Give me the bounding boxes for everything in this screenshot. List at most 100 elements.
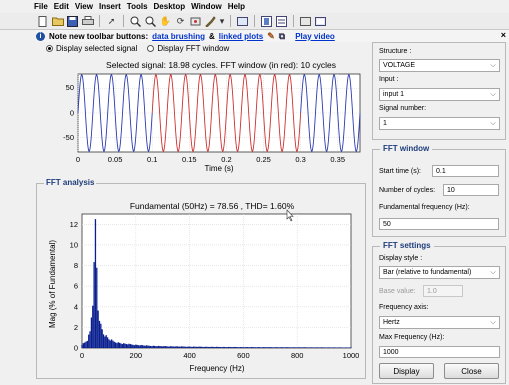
- signal-xtick: 0.25: [256, 155, 271, 164]
- structure-dropdown[interactable]: VOLTAGE ⌵: [379, 59, 500, 72]
- display-style-dropdown[interactable]: Bar (relative to fundamental) ⌵: [379, 266, 500, 279]
- fft-ytick: 0: [74, 344, 78, 353]
- signal-display-radios: Display selected signal Display FFT wind…: [46, 44, 229, 53]
- pointer-icon[interactable]: ➚: [107, 15, 116, 26]
- fft-ytick: 6: [74, 282, 78, 291]
- start-time-input[interactable]: 0.1: [432, 165, 499, 177]
- chevron-down-icon: ⌵: [490, 61, 496, 69]
- signal-xtick: 0.35: [330, 155, 345, 164]
- save-icon[interactable]: [66, 15, 79, 28]
- fft-settings-title: FFT settings: [380, 241, 434, 250]
- fft-ytick: 8: [74, 261, 78, 270]
- display-button[interactable]: Display: [379, 363, 434, 379]
- fft-settings-group: [372, 246, 506, 384]
- fft-xlabel: Frequency (Hz): [189, 364, 244, 373]
- signal-number-value: 1: [383, 120, 387, 127]
- fft-xticks: 0 200 400 600 800 1000: [80, 351, 359, 360]
- max-frequency-value: 1000: [383, 348, 399, 356]
- input-dropdown[interactable]: input 1 ⌵: [379, 88, 500, 101]
- signal-number-dropdown[interactable]: 1 ⌵: [379, 117, 500, 130]
- note-prefix: Note new toolbar buttons:: [49, 31, 149, 41]
- mouse-cursor-icon: [286, 209, 294, 222]
- cycles-input[interactable]: 10: [443, 184, 499, 196]
- legend-icon[interactable]: [275, 15, 288, 28]
- signal-waveform: [77, 73, 361, 153]
- chevron-down-icon: ⌵: [490, 90, 496, 98]
- display-style-label: Display style :: [379, 255, 423, 262]
- frequency-axis-dropdown[interactable]: Hertz ⌵: [379, 316, 500, 329]
- input-label: Input :: [379, 76, 399, 83]
- fft-ytick: 10: [70, 240, 78, 249]
- close-note-icon[interactable]: ×: [500, 30, 506, 40]
- signal-xtick: 0.3: [295, 155, 305, 164]
- note-ampersand: &: [209, 31, 215, 41]
- brush-icon[interactable]: [204, 15, 217, 28]
- link-icon[interactable]: [236, 15, 249, 28]
- signal-series-line: [300, 73, 361, 153]
- menu-bar: File Edit View Insert Tools Desktop Wind…: [0, 0, 509, 13]
- menu-help[interactable]: Help: [227, 2, 246, 11]
- fft-xtick: 200: [130, 351, 143, 360]
- fft-ytick: 2: [74, 323, 78, 332]
- radio-label: Display selected signal: [56, 44, 138, 53]
- signal-plot[interactable]: Selected signal: 18.98 cycles. FFT windo…: [36, 56, 366, 174]
- toolbar-separator: [123, 15, 124, 27]
- info-icon: i: [36, 31, 45, 41]
- toolbar-separator: [293, 15, 294, 27]
- signal-xlabel: Time (s): [204, 164, 233, 173]
- signal-series-line: [151, 73, 302, 153]
- fft-xtick: 0: [80, 351, 84, 360]
- menu-desktop[interactable]: Desktop: [153, 2, 186, 11]
- pan-icon[interactable]: ✋: [159, 15, 172, 26]
- fundamental-frequency-label: Fundamental frequency (Hz):: [379, 204, 470, 211]
- signal-ytick: -50: [63, 133, 74, 142]
- cycles-label: Number of cycles:: [379, 187, 436, 194]
- menu-window[interactable]: Window: [191, 2, 222, 11]
- menu-file[interactable]: File: [34, 2, 48, 11]
- datacursor-icon[interactable]: [189, 15, 202, 28]
- max-frequency-label: Max Frequency (Hz):: [379, 334, 445, 341]
- fft-plot[interactable]: Fundamental (50Hz) = 78.56 , THD= 1.60% …: [37, 190, 365, 376]
- linked-plots-link[interactable]: linked plots: [218, 31, 264, 41]
- frequency-axis-label: Frequency axis:: [379, 304, 429, 311]
- structure-label: Structure :: [379, 48, 412, 55]
- fft-analysis-group: [36, 183, 366, 379]
- new-file-icon[interactable]: [36, 15, 49, 28]
- rotate-icon[interactable]: ⟳: [176, 15, 185, 26]
- toolbar-separator: [254, 15, 255, 27]
- display-fft-window-radio[interactable]: Display FFT window: [147, 44, 229, 53]
- play-video-link[interactable]: Play video: [295, 31, 335, 41]
- right-panel: Structure : VOLTAGE ⌵ Input : input 1 ⌵ Si…: [372, 42, 509, 385]
- base-value-value: 1.0: [427, 287, 437, 295]
- cycles-value: 10: [447, 186, 455, 194]
- colorbar-icon[interactable]: [260, 15, 273, 28]
- display-selected-signal-radio[interactable]: Display selected signal: [46, 44, 137, 53]
- hide-plot-icon[interactable]: [299, 15, 312, 28]
- zoom-in-icon[interactable]: [129, 15, 142, 28]
- signal-ytick: 0: [70, 109, 74, 118]
- fft-analysis-title: FFT analysis: [44, 178, 97, 187]
- open-file-icon[interactable]: [51, 15, 64, 28]
- toolbar-separator: [99, 15, 100, 27]
- chevron-down-icon: ⌵: [490, 268, 496, 276]
- zoom-out-icon[interactable]: [144, 15, 157, 28]
- close-button[interactable]: Close: [444, 363, 499, 379]
- menu-edit[interactable]: Edit: [53, 2, 69, 11]
- fft-xtick: 600: [237, 351, 250, 360]
- fft-xtick: 1000: [343, 351, 360, 360]
- toolbar-separator: [230, 15, 231, 27]
- signal-xtick: 0.15: [182, 155, 197, 164]
- show-plot-icon[interactable]: [314, 15, 327, 28]
- signal-number-label: Signal number:: [379, 105, 427, 112]
- print-icon[interactable]: [81, 15, 94, 28]
- menu-tools[interactable]: Tools: [126, 2, 148, 11]
- fft-ylabel: Mag (% of Fundamental): [48, 240, 57, 328]
- menu-insert[interactable]: Insert: [98, 2, 121, 11]
- max-frequency-input[interactable]: 1000: [379, 346, 500, 358]
- menu-view[interactable]: View: [74, 2, 93, 11]
- data-brushing-link[interactable]: data brushing: [152, 31, 205, 41]
- base-value-label: Base value:: [379, 288, 416, 295]
- frequency-axis-value: Hertz: [383, 319, 400, 326]
- fundamental-frequency-input[interactable]: 50: [379, 218, 499, 230]
- chevron-down-icon[interactable]: ▾: [219, 15, 225, 26]
